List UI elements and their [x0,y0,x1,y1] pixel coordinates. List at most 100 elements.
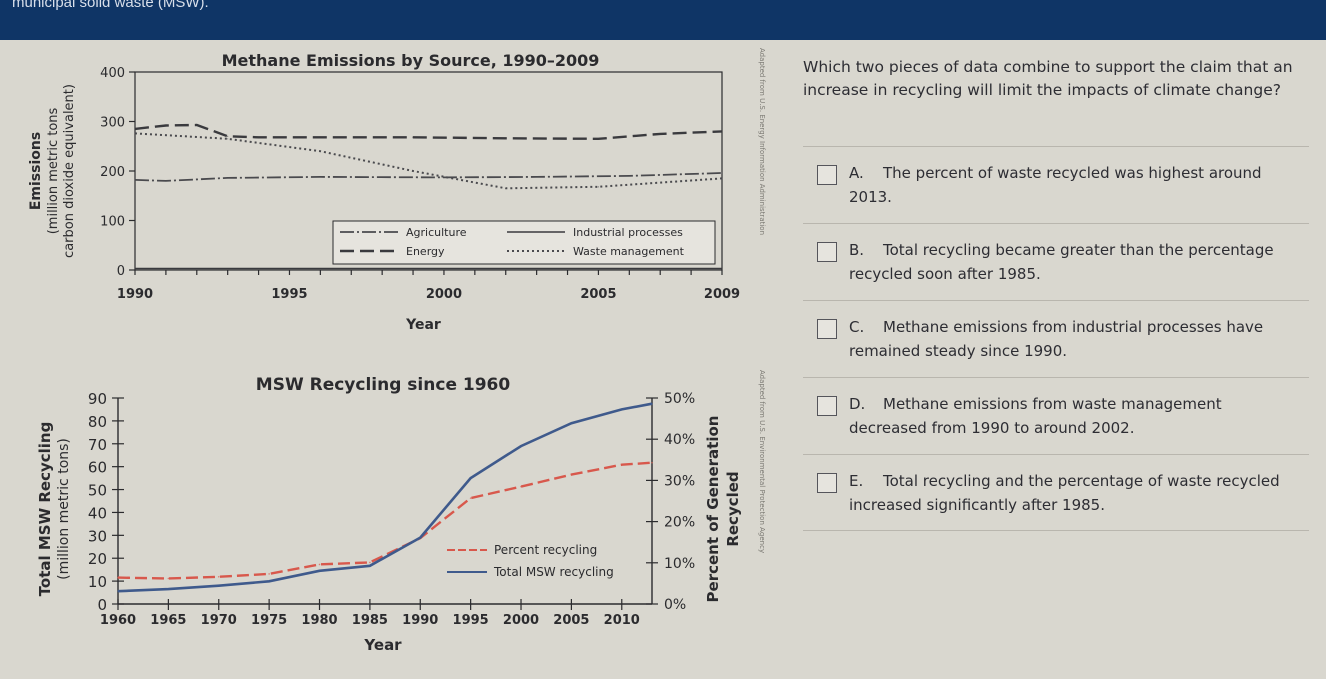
chart2-ylabel-group: Total MSW Recycling (million metric tons) [36,422,72,597]
chart2-ytick-label-20: 20 [88,550,107,568]
chart2-xtick-label-1990: 1990 [402,613,438,628]
chart1-legend-label-agriculture: Agriculture [406,226,467,239]
chart1-point-waste-management-2009 [721,177,723,180]
chart1-xtick-label-1995: 1995 [271,287,307,302]
chart2-point-total-msw-recycling-2013 [651,402,653,405]
chart1-legend-box [332,220,716,265]
chart1-point-industrial-processes-1990 [134,267,136,270]
choice-e[interactable]: E. Total recycling and the percentage of … [803,454,1309,531]
chart1-point-industrial-processes-2009 [721,267,723,270]
chart1-ytick-label-200: 200 [100,165,125,180]
question-stem: Which two pieces of data combine to supp… [803,58,1293,99]
chart2-y2tick-label-30: 30% [664,473,695,489]
chart2-series-percent-recycling [117,461,653,580]
chart2-xtick-label-1980: 1980 [301,613,337,628]
header-text: municipal solid waste (MSW). [12,0,209,11]
chart1-xlabel: Year [405,317,441,333]
chart2-xtick-label-1975: 1975 [251,613,287,628]
chart2-point-percent-recycling-1985 [369,561,371,564]
chart1-legend-label-waste-management: Waste management [573,245,685,258]
chart1-ytick-label-300: 300 [100,116,125,131]
chart2-ylabel-right-line1: Percent of Generation [704,416,722,603]
checkbox-d[interactable] [817,396,837,416]
choice-a[interactable]: A. The percent of waste recycled was high… [803,146,1309,223]
chart2-point-percent-recycling-2010 [620,463,623,466]
chart2-series-total-msw-recycling [117,402,653,593]
chart2-point-percent-recycling-1960 [117,576,119,579]
chart1-point-agriculture-2006 [628,175,630,177]
chart1-ylabel-group: Emissions (million metric tons carbon diox… [28,84,77,258]
checkbox-c[interactable] [817,319,837,339]
chart2-xtick-label-1970: 1970 [201,613,237,628]
checkbox-b[interactable] [817,242,837,262]
chart1-point-energy-2002 [505,137,507,139]
chart2-title: MSW Recycling since 1960 [256,375,511,395]
chart2-ylabel-line2: (million metric tons) [56,438,72,580]
chart1-point-agriculture-1991 [165,180,167,182]
chart1-point-agriculture-1990 [134,179,136,181]
chart1-point-waste-management-2005 [597,186,600,188]
choice-c-text: C. Methane emissions from industrial proc… [849,315,1289,363]
chart1-series-agriculture [134,172,723,182]
chart1-point-waste-management-1999 [412,170,414,172]
chart2-point-total-msw-recycling-1995 [469,477,472,479]
chart1-series-waste-management [134,132,723,190]
chart2-point-percent-recycling-2013 [651,461,653,464]
chart1-legend: Agriculture Industrial processes Energy Was… [332,220,716,265]
chart1-legend-label-industrial-processes: Industrial processes [573,226,683,239]
chart2-ytick-label-10: 10 [88,573,107,591]
chart1-legend-label-energy: Energy [406,245,445,258]
chart1-ylabel-line3: carbon dioxide equivalent) [62,84,77,258]
chart1-ytick-label-100: 100 [100,215,125,230]
chart2-point-percent-recycling-1995 [469,497,472,499]
chart1-point-waste-management-1990 [134,132,136,134]
checkbox-a[interactable] [817,165,837,185]
chart2-point-total-msw-recycling-1960 [117,590,119,592]
chart1-point-agriculture-2003 [536,176,538,178]
chart1-series-energy [134,123,723,141]
choice-a-text: A. The percent of waste recycled was high… [849,161,1289,209]
choice-a-letter: A. [849,164,864,182]
chart2-point-total-msw-recycling-2005 [570,422,573,424]
chart1-ytick-label-400: 400 [100,66,125,81]
choice-d[interactable]: D. Methane emissions from waste managemen… [803,377,1309,454]
choice-a-body: The percent of waste recycled was highes… [849,164,1262,206]
chart2-y2tick-label-10: 10% [664,556,695,572]
choice-b[interactable]: B. Total recycling became greater than th… [803,223,1309,300]
choice-c-body: Methane emissions from industrial proces… [849,318,1264,360]
chart1-xtick-label-2000: 2000 [426,287,462,302]
chart1-ylabel-line1: Emissions [28,132,44,210]
chart2-legend: Percent recycling Total MSW recycling [447,543,614,579]
chart2-point-total-msw-recycling-2010 [620,408,623,411]
choice-e-body: Total recycling and the percentage of wa… [849,472,1280,514]
chart2-y2tick-label-0: 0% [664,597,686,613]
chart2-point-total-msw-recycling-1985 [369,564,371,567]
choice-b-letter: B. [849,241,865,259]
chart2-point-percent-recycling-1970 [217,576,220,578]
chart2-point-percent-recycling-2005 [570,473,573,476]
chart2-ytick-label-90: 90 [88,390,107,408]
chart2-ytick-label-60: 60 [88,459,107,477]
chart2-ytick-label-70: 70 [88,436,107,454]
chart2-point-total-msw-recycling-1970 [217,584,220,587]
chart1-point-energy-1999 [412,136,414,138]
chart1-point-waste-management-1993 [227,138,229,140]
chart2-point-total-msw-recycling-2000 [520,445,522,447]
chart1-point-energy-1990 [134,128,136,130]
chart2-point-percent-recycling-2000 [520,485,522,488]
chart2-y2tick-label-40: 40% [664,432,695,448]
chart2-ytick-label-80: 80 [88,413,107,431]
chart2-xtick-label-2005: 2005 [553,613,589,628]
chart1-point-agriculture-1993 [227,177,229,179]
chart1-point-waste-management-1996 [319,150,321,152]
chart1-point-energy-1993 [227,135,229,137]
chart2-point-total-msw-recycling-1990 [419,536,422,539]
checkbox-e[interactable] [817,473,837,493]
chart1-point-energy-2009 [721,130,723,132]
chart2-ylabel-right-group: Percent of Generation Recycled [704,416,742,603]
choice-c[interactable]: C. Methane emissions from industrial proc… [803,300,1309,377]
chart2-legend-label-percent-recycling: Percent recycling [494,543,597,557]
chart2-y2tick-label-20: 20% [664,515,695,531]
source-note-chart2: Adapted from U.S. Environmental Protecti… [758,370,766,554]
msw-recycling-chart: MSW Recycling since 1960 0 10 20 30 40 50 60 70 8… [36,375,742,654]
